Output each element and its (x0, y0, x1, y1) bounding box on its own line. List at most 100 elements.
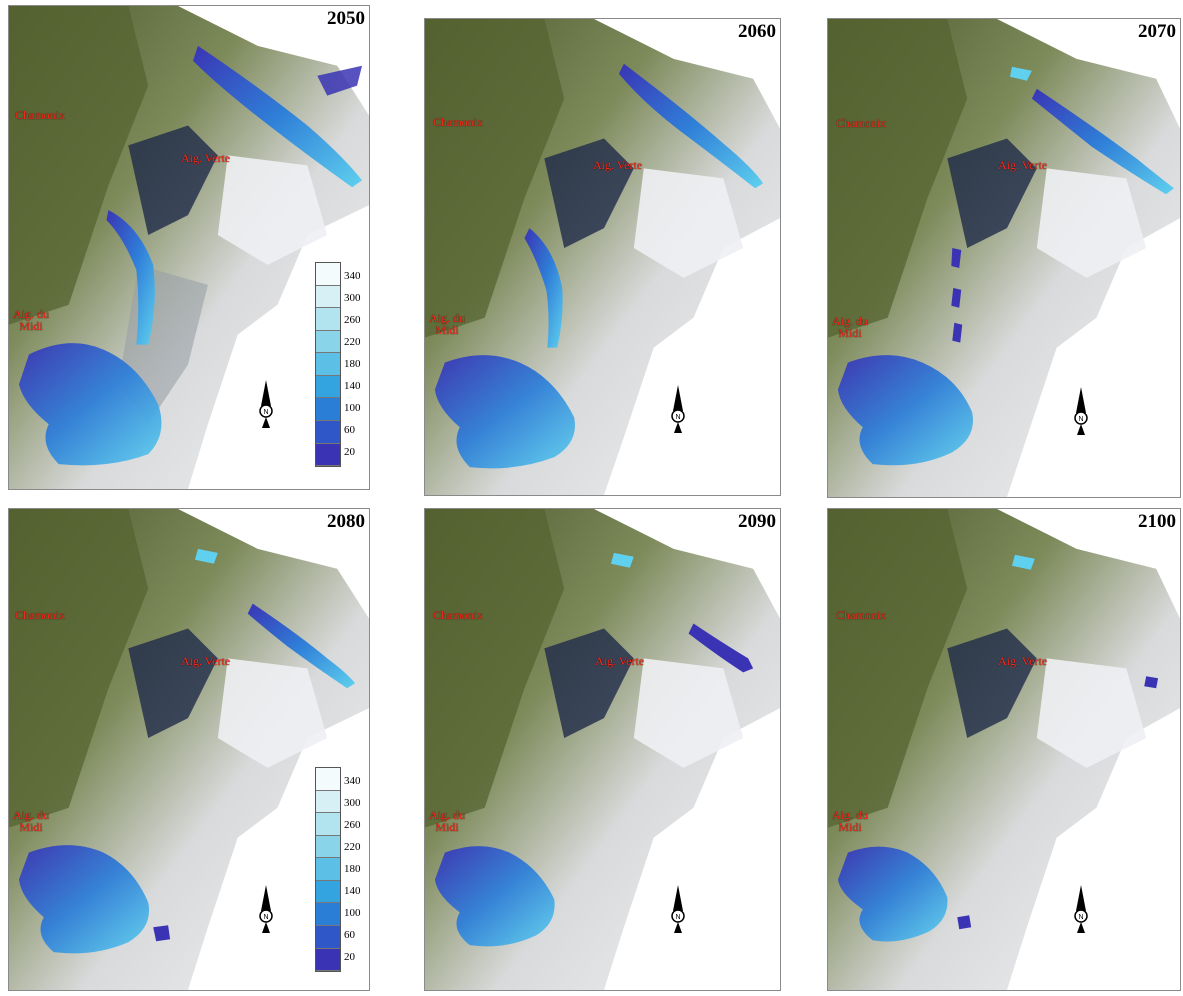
legend-swatch (316, 903, 340, 926)
legend-swatch (316, 375, 340, 399)
place-label-aig-du-midi: Aig. du Midi (832, 809, 868, 833)
year-label: 2050 (327, 8, 365, 29)
legend-value: 140 (344, 885, 361, 897)
legend-value: 60 (344, 929, 355, 941)
north-arrow-icon: N (671, 385, 685, 433)
place-label-line: Aig. du (429, 311, 465, 325)
svg-text:N: N (1078, 416, 1083, 423)
svg-text:N: N (263, 409, 268, 416)
legend-labels: 340 300 260 220 180 140 100 60 20 (344, 767, 369, 972)
terrain-map (828, 19, 1180, 497)
legend-value: 20 (344, 951, 355, 963)
north-arrow-icon: N (671, 885, 685, 933)
legend-value: 60 (344, 424, 355, 436)
year-label: 2100 (1138, 511, 1176, 532)
place-label-aig-du-midi: Aig. du Midi (13, 809, 49, 833)
place-label-line: Aig. du (429, 808, 465, 822)
north-arrow-icon: N (259, 885, 273, 933)
svg-text:N: N (1078, 914, 1083, 921)
place-label-aig-du-midi: Aig. du Midi (429, 312, 465, 336)
legend-value: 340 (344, 270, 361, 282)
legend-value: 260 (344, 314, 361, 326)
legend-swatch (316, 880, 340, 904)
legend-value: 100 (344, 402, 361, 414)
place-label-aig-du-midi: Aig. du Midi (832, 315, 868, 339)
place-label-aig-verte: Aig. Verte (181, 654, 231, 668)
legend-swatch (316, 353, 340, 376)
svg-text:N: N (675, 414, 680, 421)
legend-swatch (316, 263, 340, 286)
place-label-line: Aig. du (13, 307, 49, 321)
place-label-aig-verte: Aig. Verte (593, 158, 643, 172)
place-label-chamonix: Chamonix (433, 115, 483, 129)
place-label-line: Midi (19, 820, 43, 834)
color-legend (315, 767, 341, 972)
north-arrow-icon: N (1074, 387, 1088, 435)
map-panel-2080: 2080 Chamonix Aig. Verte Aig. du Midi 34… (8, 508, 370, 991)
year-label: 2070 (1138, 21, 1176, 42)
legend-value: 220 (344, 841, 361, 853)
place-label-chamonix: Chamonix (433, 608, 483, 622)
place-label-aig-verte: Aig. Verte (181, 151, 231, 165)
legend-swatch (316, 285, 340, 309)
place-label-chamonix: Chamonix (15, 108, 65, 122)
legend-value: 20 (344, 446, 355, 458)
legend-swatch (316, 308, 340, 331)
north-arrow-icon: N (1074, 885, 1088, 933)
svg-text:N: N (675, 914, 680, 921)
north-arrow-icon: N (259, 380, 273, 428)
legend-swatch (316, 835, 340, 859)
year-label: 2060 (738, 21, 776, 42)
legend-swatch (316, 790, 340, 814)
terrain-map (425, 509, 780, 990)
year-label: 2080 (327, 511, 365, 532)
place-label-line: Aig. du (832, 808, 868, 822)
place-label-chamonix: Chamonix (836, 116, 886, 130)
legend-swatch (316, 948, 340, 972)
place-label-chamonix: Chamonix (15, 608, 65, 622)
legend-value: 300 (344, 797, 361, 809)
legend-swatch (316, 768, 340, 791)
place-label-line: Aig. du (832, 314, 868, 328)
year-label: 2090 (738, 511, 776, 532)
legend-value: 300 (344, 292, 361, 304)
legend-swatch (316, 330, 340, 354)
place-label-chamonix: Chamonix (836, 608, 886, 622)
terrain-map (9, 6, 369, 489)
place-label-line: Midi (435, 820, 459, 834)
map-panel-2060: 2060 Chamonix Aig. Verte Aig. du Midi N (424, 18, 781, 496)
place-label-aig-verte: Aig. Verte (595, 654, 645, 668)
map-panel-2050: 2050 Chamonix Aig. Verte Aig. du Midi 34… (8, 5, 370, 490)
map-panel-2070: 2070 Chamonix Aig. Verte Aig. du Midi N (827, 18, 1181, 498)
place-label-line: Midi (435, 323, 459, 337)
place-label-line: Aig. du (13, 808, 49, 822)
place-label-line: Midi (838, 820, 862, 834)
place-label-aig-verte: Aig. Verte (998, 158, 1048, 172)
legend-swatch (316, 398, 340, 421)
place-label-aig-du-midi: Aig. du Midi (429, 809, 465, 833)
legend-swatch (316, 813, 340, 836)
legend-value: 180 (344, 358, 361, 370)
terrain-map (9, 509, 369, 990)
terrain-map (828, 509, 1180, 990)
place-label-aig-du-midi: Aig. du Midi (13, 308, 49, 332)
place-label-line: Midi (19, 319, 43, 333)
legend-swatch (316, 925, 340, 949)
legend-value: 260 (344, 819, 361, 831)
map-panel-2090: 2090 Chamonix Aig. Verte Aig. du Midi N (424, 508, 781, 991)
place-label-aig-verte: Aig. Verte (998, 654, 1048, 668)
terrain-map (425, 19, 780, 495)
svg-text:N: N (263, 914, 268, 921)
place-label-line: Midi (838, 326, 862, 340)
legend-swatch (316, 858, 340, 881)
color-legend (315, 262, 341, 467)
legend-value: 220 (344, 336, 361, 348)
legend-swatch (316, 420, 340, 444)
legend-swatch (316, 443, 340, 467)
legend-value: 340 (344, 775, 361, 787)
legend-value: 180 (344, 863, 361, 875)
map-panel-2100: 2100 Chamonix Aig. Verte Aig. du Midi N (827, 508, 1181, 991)
legend-value: 100 (344, 907, 361, 919)
legend-value: 140 (344, 380, 361, 392)
legend-labels: 340 300 260 220 180 140 100 60 20 (344, 262, 369, 467)
